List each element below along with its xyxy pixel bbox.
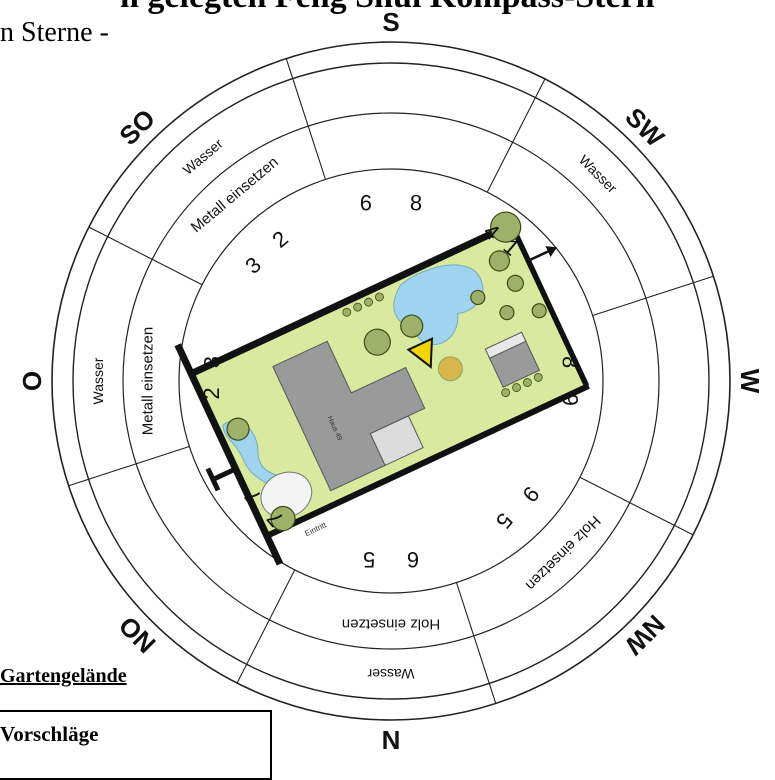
- direction-southwest: SW: [619, 102, 670, 153]
- compass-diagram: Haus 49 Eintritt: [17, 7, 765, 755]
- garage-roof: [484, 331, 527, 359]
- garden-trees: [226, 211, 547, 532]
- boundary-wall: [509, 225, 589, 387]
- direction-north: N: [382, 725, 401, 755]
- boundary-wall: [174, 343, 284, 566]
- star-number-e: 2: [199, 387, 224, 399]
- direction-southeast: SO: [113, 103, 161, 151]
- tree: [488, 250, 511, 272]
- star-number-w: 8: [558, 356, 583, 368]
- ring-label-water-sw: Wasser: [576, 152, 621, 197]
- sector-divider: [285, 58, 327, 180]
- tree: [531, 303, 547, 319]
- shrub: [353, 302, 363, 312]
- sector-divider: [455, 582, 497, 704]
- shrub: [501, 388, 511, 398]
- tree: [226, 417, 250, 441]
- entrance-gate-post: [205, 467, 221, 492]
- ring-label-water-n: Wasser: [367, 666, 414, 682]
- sector-dividers: [68, 58, 714, 704]
- star-number-nw: 9: [517, 482, 544, 507]
- ring-label-element-n: Holz einsetzen: [342, 616, 440, 633]
- outer-ring-inner-line: [72, 62, 710, 700]
- suggestion-label: Vorschläge: [0, 722, 99, 746]
- garden-plan: Haus 49 Eintritt: [174, 211, 590, 566]
- tree: [490, 211, 522, 243]
- house-annex: [369, 415, 424, 467]
- page-title: n gelegten Feng Shui Kompass-Stern: [120, 0, 655, 16]
- playground: [406, 337, 434, 369]
- tree: [400, 314, 424, 338]
- star-number-se: 3: [240, 252, 265, 279]
- star-number-n: 6: [407, 547, 419, 572]
- sector-divider: [88, 226, 203, 286]
- tree: [470, 289, 486, 306]
- section-heading: Gartengelände: [0, 665, 127, 687]
- direction-west: W: [735, 369, 765, 394]
- label-ring: [122, 112, 660, 650]
- house: [272, 340, 426, 492]
- tree: [499, 304, 515, 321]
- shrub: [523, 378, 532, 387]
- boundary-wall: [187, 220, 515, 378]
- shrub: [512, 383, 521, 392]
- entrance-label: Eintritt: [303, 520, 328, 538]
- sector-divider: [579, 476, 694, 536]
- star-number-nw: 5: [491, 508, 518, 533]
- star-ring: [178, 168, 604, 594]
- direction-northwest: NW: [619, 609, 671, 661]
- ring-label-element-nw: Holz einsetzen: [522, 512, 604, 594]
- boundary-wall: [263, 383, 590, 540]
- direction-northeast: NO: [113, 610, 162, 659]
- star-number-n: 5: [363, 547, 375, 572]
- ring-label-element-e: Metall einsetzen: [140, 327, 157, 435]
- star-number-se: 2: [267, 226, 292, 253]
- page-subtitle: n Sterne -: [0, 17, 109, 48]
- ring-label-water-se: Wasser: [180, 135, 226, 178]
- sector-divider: [486, 78, 546, 193]
- hedge: [342, 292, 543, 398]
- sector-divider: [592, 275, 714, 317]
- patio: [437, 356, 463, 382]
- shrub: [533, 373, 543, 382]
- shrub: [364, 297, 373, 307]
- star-number-s: 6: [360, 190, 373, 215]
- star-number-s: 8: [410, 190, 423, 215]
- tree: [506, 274, 524, 292]
- shrub: [375, 292, 384, 302]
- sector-divider: [68, 445, 190, 487]
- direction-south: S: [382, 7, 399, 37]
- shrub: [342, 307, 352, 317]
- star-number-w: 9: [558, 394, 583, 406]
- facing-arrow-icon: [545, 246, 558, 257]
- outer-ring: [51, 41, 731, 721]
- sector-divider: [236, 569, 296, 684]
- ring-label-water-e: Wasser: [90, 357, 106, 404]
- tree: [270, 505, 296, 532]
- paved-area: [260, 471, 313, 519]
- direction-east: O: [17, 371, 47, 391]
- entrance-gate: [211, 467, 236, 482]
- tree: [363, 328, 391, 356]
- star-number-e: 3: [199, 356, 224, 368]
